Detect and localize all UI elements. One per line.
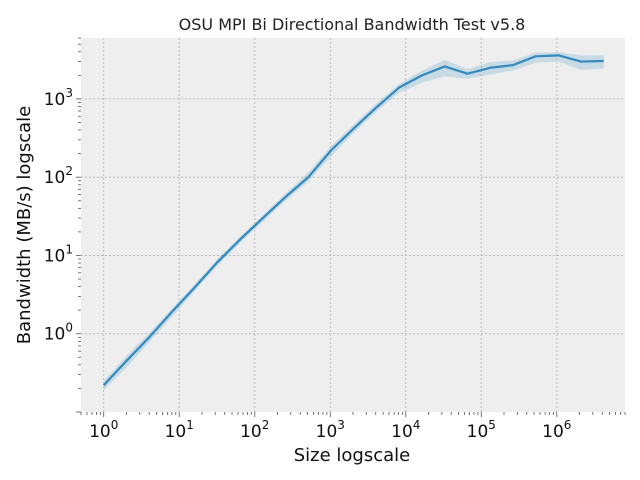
y-tick-label: 103 [44,86,73,110]
x-tick-label: 106 [542,418,571,442]
x-tick-label: 102 [240,418,269,442]
grid-lines [81,38,625,412]
y-tick-label: 102 [44,164,73,188]
y-tick-label: 101 [44,242,73,266]
y-axis-label: Bandwidth (MB/s) logscale [14,106,35,344]
x-tick-label: 100 [89,418,118,442]
x-axis-label: Size logscale [294,445,411,466]
x-tick-label: 101 [165,418,194,442]
minor-ticks [76,37,626,417]
x-tick-label: 104 [391,418,420,442]
x-tick-label: 103 [316,418,345,442]
chart-title: OSU MPI Bi Directional Bandwidth Test v5… [179,15,526,34]
plot-area [81,38,625,412]
x-tick-label: 105 [467,418,496,442]
series-line [102,54,604,386]
x-tick-labels: 100 101 102 103 104 105 106 [89,418,571,442]
y-tick-label: 100 [44,321,73,345]
y-tick-labels: 100 101 102 103 [44,86,73,345]
